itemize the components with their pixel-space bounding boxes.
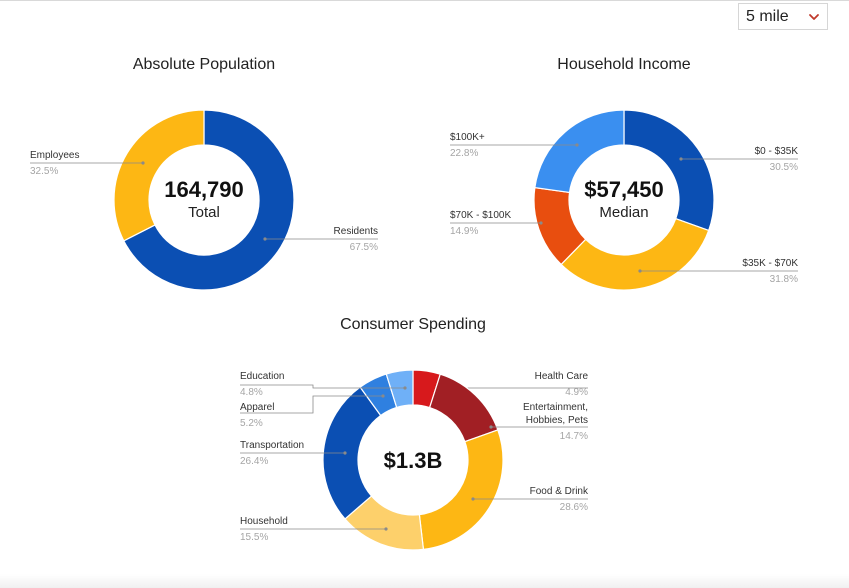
slice-percent-household: 15.5% — [240, 532, 268, 543]
slice-35k-70k[interactable] — [560, 217, 710, 291]
leader-line — [240, 384, 405, 389]
leader-dot — [679, 157, 683, 161]
slice-percent-education: 4.8% — [240, 387, 263, 398]
radius-select-value: 5 mile — [746, 8, 789, 25]
slice-employees[interactable] — [113, 109, 205, 242]
leader-dot — [489, 425, 493, 429]
slice-label-household: Household — [240, 516, 288, 527]
slice-label-apparel: Apparel — [240, 402, 274, 413]
leader-dot — [141, 161, 145, 165]
slice-percent-health-care: 4.9% — [565, 387, 588, 398]
chart-title: Absolute Population — [133, 56, 275, 73]
slice-percent-transportation: 26.4% — [240, 456, 268, 467]
slice-entertainment-hobbies-pets[interactable] — [428, 373, 499, 443]
slice-label-entertainment-hobbies-pets: Entertainment, — [523, 402, 588, 413]
leader-dot — [381, 394, 385, 398]
leader-line — [240, 395, 383, 414]
consumer-spending-chart: Consumer Spending Health Care 4.9% Entertai… — [240, 316, 589, 551]
slice-label-entertainment-hobbies-pets: Hobbies, Pets — [526, 415, 588, 426]
slice-label-employees: Employees — [30, 150, 79, 161]
center-label: Median — [599, 204, 648, 221]
leader-dot — [343, 451, 347, 455]
leader-dot — [471, 497, 475, 501]
slice-percent-35k-70k: 31.8% — [770, 274, 798, 285]
leader-dot — [575, 143, 579, 147]
top-divider — [0, 0, 849, 1]
slice-percent-0-35k: 30.5% — [770, 162, 798, 173]
slice-percent-employees: 32.5% — [30, 166, 58, 177]
chart-title: Consumer Spending — [340, 316, 486, 333]
slice-percent-70k-100k: 14.9% — [450, 226, 478, 237]
slice-label-residents: Residents — [334, 226, 378, 237]
slice-percent-food-drink: 28.6% — [560, 502, 588, 513]
slice-label-transportation: Transportation — [240, 440, 304, 451]
chevron-down-icon — [809, 14, 819, 20]
slice-label-education: Education — [240, 371, 284, 382]
center-value: $1.3B — [384, 448, 443, 473]
slice-label-food-drink: Food & Drink — [530, 486, 589, 497]
chart-title: Household Income — [557, 56, 691, 73]
slice-label-100k: $100K+ — [450, 132, 485, 143]
leader-dot — [384, 527, 388, 531]
absolute-population-chart: Absolute Population Residents 67.5% Employe… — [30, 56, 378, 291]
leader-dot — [638, 269, 642, 273]
leader-dot — [403, 386, 407, 390]
slice-food-drink[interactable] — [418, 429, 504, 551]
slice-label-health-care: Health Care — [535, 371, 589, 382]
center-label: Total — [188, 204, 220, 221]
slice-100k[interactable] — [534, 109, 625, 194]
radius-select[interactable]: 5 mile — [738, 3, 828, 30]
slice-percent-apparel: 5.2% — [240, 418, 263, 429]
slice-label-0-35k: $0 - $35K — [755, 146, 799, 157]
slice-label-70k-100k: $70K - $100K — [450, 210, 511, 221]
center-value: 164,790 — [164, 177, 244, 202]
center-value: $57,450 — [584, 177, 664, 202]
slice-residents[interactable] — [123, 109, 295, 291]
slice-percent-entertainment-hobbies-pets: 14.7% — [560, 431, 588, 442]
slice-label-35k-70k: $35K - $70K — [742, 258, 798, 269]
slice-percent-residents: 67.5% — [350, 242, 378, 253]
slice-education[interactable] — [385, 369, 414, 409]
leader-dot — [539, 221, 543, 225]
household-income-chart: Household Income $0 - $35K 30.5% $35K - $70… — [450, 56, 799, 291]
bottom-shadow — [0, 574, 849, 588]
leader-dot — [263, 237, 267, 241]
slice-percent-100k: 22.8% — [450, 148, 478, 159]
